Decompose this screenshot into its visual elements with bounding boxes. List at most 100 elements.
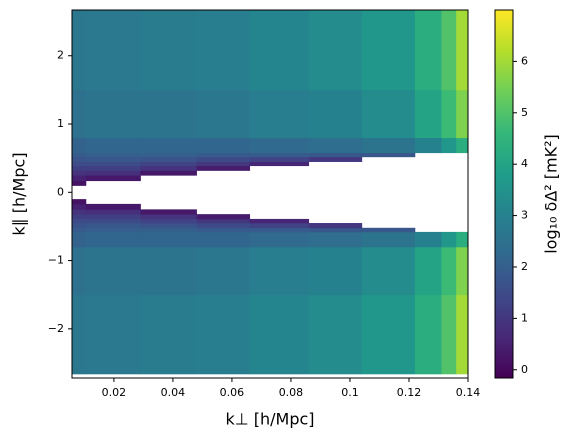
heatmap-cell bbox=[441, 10, 457, 91]
y-tick-label: 2 bbox=[57, 49, 64, 62]
heatmap-cell bbox=[196, 218, 251, 224]
heatmap-cell bbox=[414, 246, 442, 296]
heatmap-cell bbox=[361, 227, 416, 233]
heatmap-cell bbox=[85, 203, 141, 210]
heatmap-cell bbox=[456, 137, 469, 154]
heatmap-cell bbox=[85, 214, 141, 220]
heatmap-cell bbox=[72, 175, 87, 182]
x-tick-label: 0.12 bbox=[397, 386, 422, 399]
y-axis-label: k∥ [h/Mpc] bbox=[10, 152, 29, 235]
heatmap-cell bbox=[72, 218, 87, 224]
heatmap-cell bbox=[249, 156, 310, 162]
heatmap-cell bbox=[72, 89, 87, 139]
heatmap-cell bbox=[441, 231, 457, 248]
x-tick-label: 0.02 bbox=[102, 386, 127, 399]
heatmap-cell bbox=[85, 231, 141, 248]
y-tick-label: 1 bbox=[57, 117, 64, 130]
heatmap-cell bbox=[72, 214, 87, 220]
heatmap-cell bbox=[361, 89, 416, 139]
x-tick-label: 0.06 bbox=[220, 386, 245, 399]
heatmap-cell bbox=[441, 246, 457, 296]
heatmap-cell bbox=[140, 89, 197, 139]
heatmap-cell bbox=[414, 294, 442, 375]
heatmap-cell bbox=[456, 231, 469, 248]
heatmap-cell bbox=[72, 199, 87, 205]
colorbar-tick-label: 3 bbox=[521, 209, 528, 222]
heatmap-cell bbox=[72, 170, 87, 176]
heatmap-cell bbox=[308, 227, 363, 233]
heatmap-cell bbox=[308, 137, 363, 154]
heatmap-cell bbox=[72, 227, 87, 233]
heatmap-cell bbox=[249, 161, 310, 167]
heatmap-cell bbox=[308, 294, 363, 375]
heatmap-cell bbox=[441, 137, 457, 154]
heatmap-cell bbox=[72, 10, 87, 91]
heatmap-cell bbox=[361, 294, 416, 375]
colorbar-tick-label: 6 bbox=[521, 54, 528, 67]
heatmap-cell bbox=[72, 223, 87, 229]
x-tick-label: 0.04 bbox=[161, 386, 186, 399]
heatmap-cell bbox=[85, 209, 141, 215]
heatmap-cell bbox=[140, 165, 197, 171]
heatmap-cell bbox=[249, 10, 310, 91]
heatmap-cell bbox=[196, 165, 251, 171]
heatmap-cell bbox=[85, 161, 141, 167]
heatmap-cell bbox=[196, 223, 251, 229]
heatmap-cell bbox=[308, 246, 363, 296]
x-tick-label: 0.1 bbox=[341, 386, 359, 399]
heatmap-cell bbox=[414, 137, 442, 154]
heatmap-cell bbox=[140, 218, 197, 224]
heatmap-cell bbox=[249, 294, 310, 375]
heatmap-cell bbox=[308, 10, 363, 91]
heatmap-cell bbox=[249, 223, 310, 229]
heatmap-cell bbox=[140, 10, 197, 91]
heatmap-cell bbox=[196, 214, 251, 220]
heatmap-cell bbox=[414, 89, 442, 139]
heatmap-cell bbox=[361, 152, 416, 158]
heatmap-cell bbox=[140, 170, 197, 176]
heatmap-cell bbox=[140, 209, 197, 215]
heatmap-cell bbox=[308, 152, 363, 158]
heatmap-cell bbox=[85, 165, 141, 171]
heatmap-cell bbox=[140, 161, 197, 167]
heatmap-cell bbox=[72, 246, 87, 296]
heatmap-cell bbox=[140, 246, 197, 296]
heatmap-cell bbox=[308, 156, 363, 162]
colorbar bbox=[494, 9, 514, 379]
heatmap-cell bbox=[456, 294, 469, 375]
heatmap-cell bbox=[249, 89, 310, 139]
heatmap-cell bbox=[361, 10, 416, 91]
heatmap-cell bbox=[85, 156, 141, 162]
heatmap-cell bbox=[196, 161, 251, 167]
heatmap-cell bbox=[85, 246, 141, 296]
heatmap-cell bbox=[72, 203, 87, 210]
heatmap-cell bbox=[249, 246, 310, 296]
heatmap-cell bbox=[196, 89, 251, 139]
heatmap-cell bbox=[85, 89, 141, 139]
heatmap-cell bbox=[308, 89, 363, 139]
heatmap-cell bbox=[196, 231, 251, 248]
heatmap-cell bbox=[140, 294, 197, 375]
heatmap-cell bbox=[72, 209, 87, 215]
heatmap-cell bbox=[72, 137, 87, 154]
heatmap-cell bbox=[414, 231, 442, 248]
colorbar-tick-label: 1 bbox=[521, 311, 528, 324]
colorbar-tick-label: 0 bbox=[521, 363, 528, 376]
y-tick-label: 0 bbox=[57, 185, 64, 198]
heatmap-cell bbox=[72, 231, 87, 248]
heatmap-cell bbox=[196, 137, 251, 154]
y-tick-label: −1 bbox=[48, 254, 64, 267]
heatmap-cell bbox=[140, 152, 197, 158]
x-tick-label: 0.14 bbox=[456, 386, 481, 399]
heatmap-cell bbox=[85, 175, 141, 182]
heatmap-cell bbox=[249, 152, 310, 158]
heatmap-cell bbox=[196, 227, 251, 233]
heatmap-cell bbox=[140, 214, 197, 220]
heatmap-cell bbox=[85, 10, 141, 91]
heatmap-cell bbox=[456, 246, 469, 296]
heatmap-cell bbox=[85, 152, 141, 158]
x-tick-label: 0.08 bbox=[279, 386, 304, 399]
heatmap-cell bbox=[249, 227, 310, 233]
heatmap-cell bbox=[414, 10, 442, 91]
